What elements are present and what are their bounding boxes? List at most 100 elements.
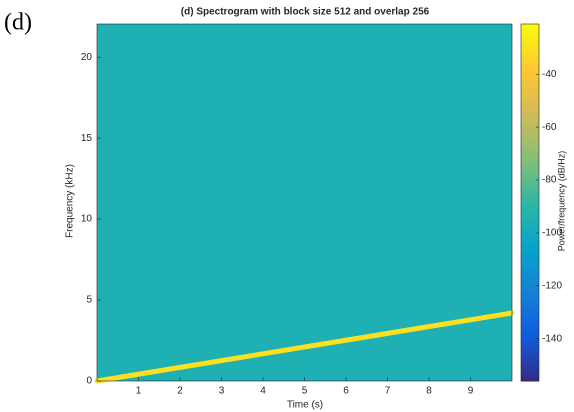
colorbar-segment bbox=[521, 226, 539, 231]
colorbar-segment bbox=[521, 119, 539, 124]
colorbar-segment bbox=[521, 63, 539, 69]
colorbar-tick-label: -60 bbox=[542, 122, 557, 133]
colorbar-segment bbox=[521, 135, 539, 140]
colorbar-segment bbox=[521, 218, 539, 223]
colorbar-segment bbox=[521, 194, 539, 200]
colorbar-segment bbox=[521, 51, 539, 57]
colorbar-segment bbox=[521, 373, 539, 378]
colorbar-segment bbox=[521, 301, 539, 307]
colorbar-segment bbox=[521, 345, 539, 350]
colorbar-segment bbox=[521, 71, 539, 77]
y-tick-label: 0 bbox=[86, 376, 92, 387]
colorbar-segment bbox=[521, 309, 539, 315]
colorbar-segment bbox=[521, 258, 539, 263]
colorbar-segment bbox=[521, 186, 539, 192]
colorbar-segment bbox=[521, 99, 539, 104]
colorbar-segment bbox=[521, 166, 539, 172]
colorbar-segment bbox=[521, 24, 539, 29]
colorbar-segment bbox=[521, 154, 539, 160]
colorbar-tick-label: -40 bbox=[542, 69, 557, 80]
panel-label: (d) bbox=[4, 10, 32, 36]
colorbar-segment bbox=[521, 55, 539, 61]
colorbar-segment bbox=[521, 91, 539, 96]
colorbar-segment bbox=[521, 123, 539, 128]
colorbar-segment bbox=[521, 361, 539, 366]
colorbar-segment bbox=[521, 285, 539, 291]
colorbar-tick-label: -120 bbox=[542, 280, 562, 291]
y-tick-label: 15 bbox=[81, 133, 93, 144]
x-tick-label: 6 bbox=[343, 386, 349, 397]
colorbar-segment bbox=[521, 242, 539, 247]
colorbar-segment bbox=[521, 67, 539, 73]
colorbar-segment bbox=[521, 87, 539, 92]
colorbar-segment bbox=[521, 146, 539, 152]
chart-title: (d) Spectrogram with block size 512 and … bbox=[181, 7, 430, 18]
colorbar-segment bbox=[521, 150, 539, 156]
x-axis-label: Time (s) bbox=[287, 400, 323, 411]
colorbar-segment bbox=[521, 31, 539, 37]
colorbar-segment bbox=[521, 230, 539, 235]
colorbar-segment bbox=[521, 131, 539, 136]
colorbar-segment bbox=[521, 107, 539, 112]
colorbar-frame bbox=[520, 23, 540, 382]
colorbar-tick-label: -140 bbox=[542, 333, 562, 344]
colorbar-segment bbox=[521, 198, 539, 203]
x-tick-label: 3 bbox=[219, 386, 225, 397]
colorbar-segment bbox=[521, 214, 539, 219]
colorbar-segment bbox=[521, 305, 539, 311]
colorbar-segment bbox=[521, 143, 539, 148]
colorbar-segment bbox=[521, 222, 539, 227]
x-tick-label: 4 bbox=[260, 386, 266, 397]
colorbar-segment bbox=[521, 47, 539, 53]
colorbar-segment bbox=[521, 369, 539, 374]
colorbar-segment bbox=[521, 277, 539, 283]
colorbar-segment bbox=[521, 317, 539, 322]
colorbar-segment bbox=[521, 349, 539, 354]
x-tick-label: 8 bbox=[426, 386, 432, 397]
colorbar-segment bbox=[521, 377, 539, 382]
colorbar-segment bbox=[521, 162, 539, 168]
colorbar-segment bbox=[521, 75, 539, 81]
x-tick-label: 2 bbox=[177, 386, 183, 397]
x-tick-label: 9 bbox=[468, 386, 474, 397]
colorbar-segment bbox=[521, 174, 539, 180]
colorbar-segment bbox=[521, 341, 539, 346]
colorbar-segment bbox=[521, 313, 539, 319]
colorbar-segment bbox=[521, 115, 539, 120]
colorbar-segment bbox=[521, 365, 539, 370]
colorbar-segment bbox=[521, 250, 539, 255]
colorbar-segment bbox=[521, 27, 539, 33]
colorbar-segment bbox=[521, 79, 539, 84]
y-tick-label: 5 bbox=[86, 295, 92, 306]
colorbar-segment bbox=[521, 265, 539, 271]
colorbar-tick-label: -100 bbox=[542, 228, 562, 239]
colorbar-segment bbox=[521, 59, 539, 65]
colorbar-segment bbox=[521, 333, 539, 338]
colorbar-segment bbox=[521, 83, 539, 88]
colorbar-tick-label: -80 bbox=[542, 175, 557, 186]
colorbar-segment bbox=[521, 170, 539, 176]
colorbar-segment bbox=[521, 139, 539, 144]
y-tick-label: 20 bbox=[81, 52, 93, 63]
colorbar-segment bbox=[521, 289, 539, 295]
colorbar-segment bbox=[521, 127, 539, 132]
colorbar-segment bbox=[521, 202, 539, 207]
colorbar-segment bbox=[521, 321, 539, 326]
colorbar-segment bbox=[521, 353, 539, 358]
colorbar-segment bbox=[521, 182, 539, 188]
colorbar-segment bbox=[521, 262, 539, 267]
colorbar-segment bbox=[521, 238, 539, 243]
colorbar-segment bbox=[521, 43, 539, 49]
spectrogram-background bbox=[97, 24, 512, 381]
colorbar-segment bbox=[521, 39, 539, 45]
colorbar-segment bbox=[521, 273, 539, 279]
y-axis-label: Frequency (kHz) bbox=[65, 164, 76, 238]
colorbar-segment bbox=[521, 357, 539, 362]
colorbar-segment bbox=[521, 103, 539, 108]
colorbar-segment bbox=[521, 190, 539, 196]
colorbar-segment bbox=[521, 206, 539, 211]
x-tick-label: 5 bbox=[302, 386, 308, 397]
colorbar-segment bbox=[521, 269, 539, 275]
colorbar-segment bbox=[521, 337, 539, 342]
